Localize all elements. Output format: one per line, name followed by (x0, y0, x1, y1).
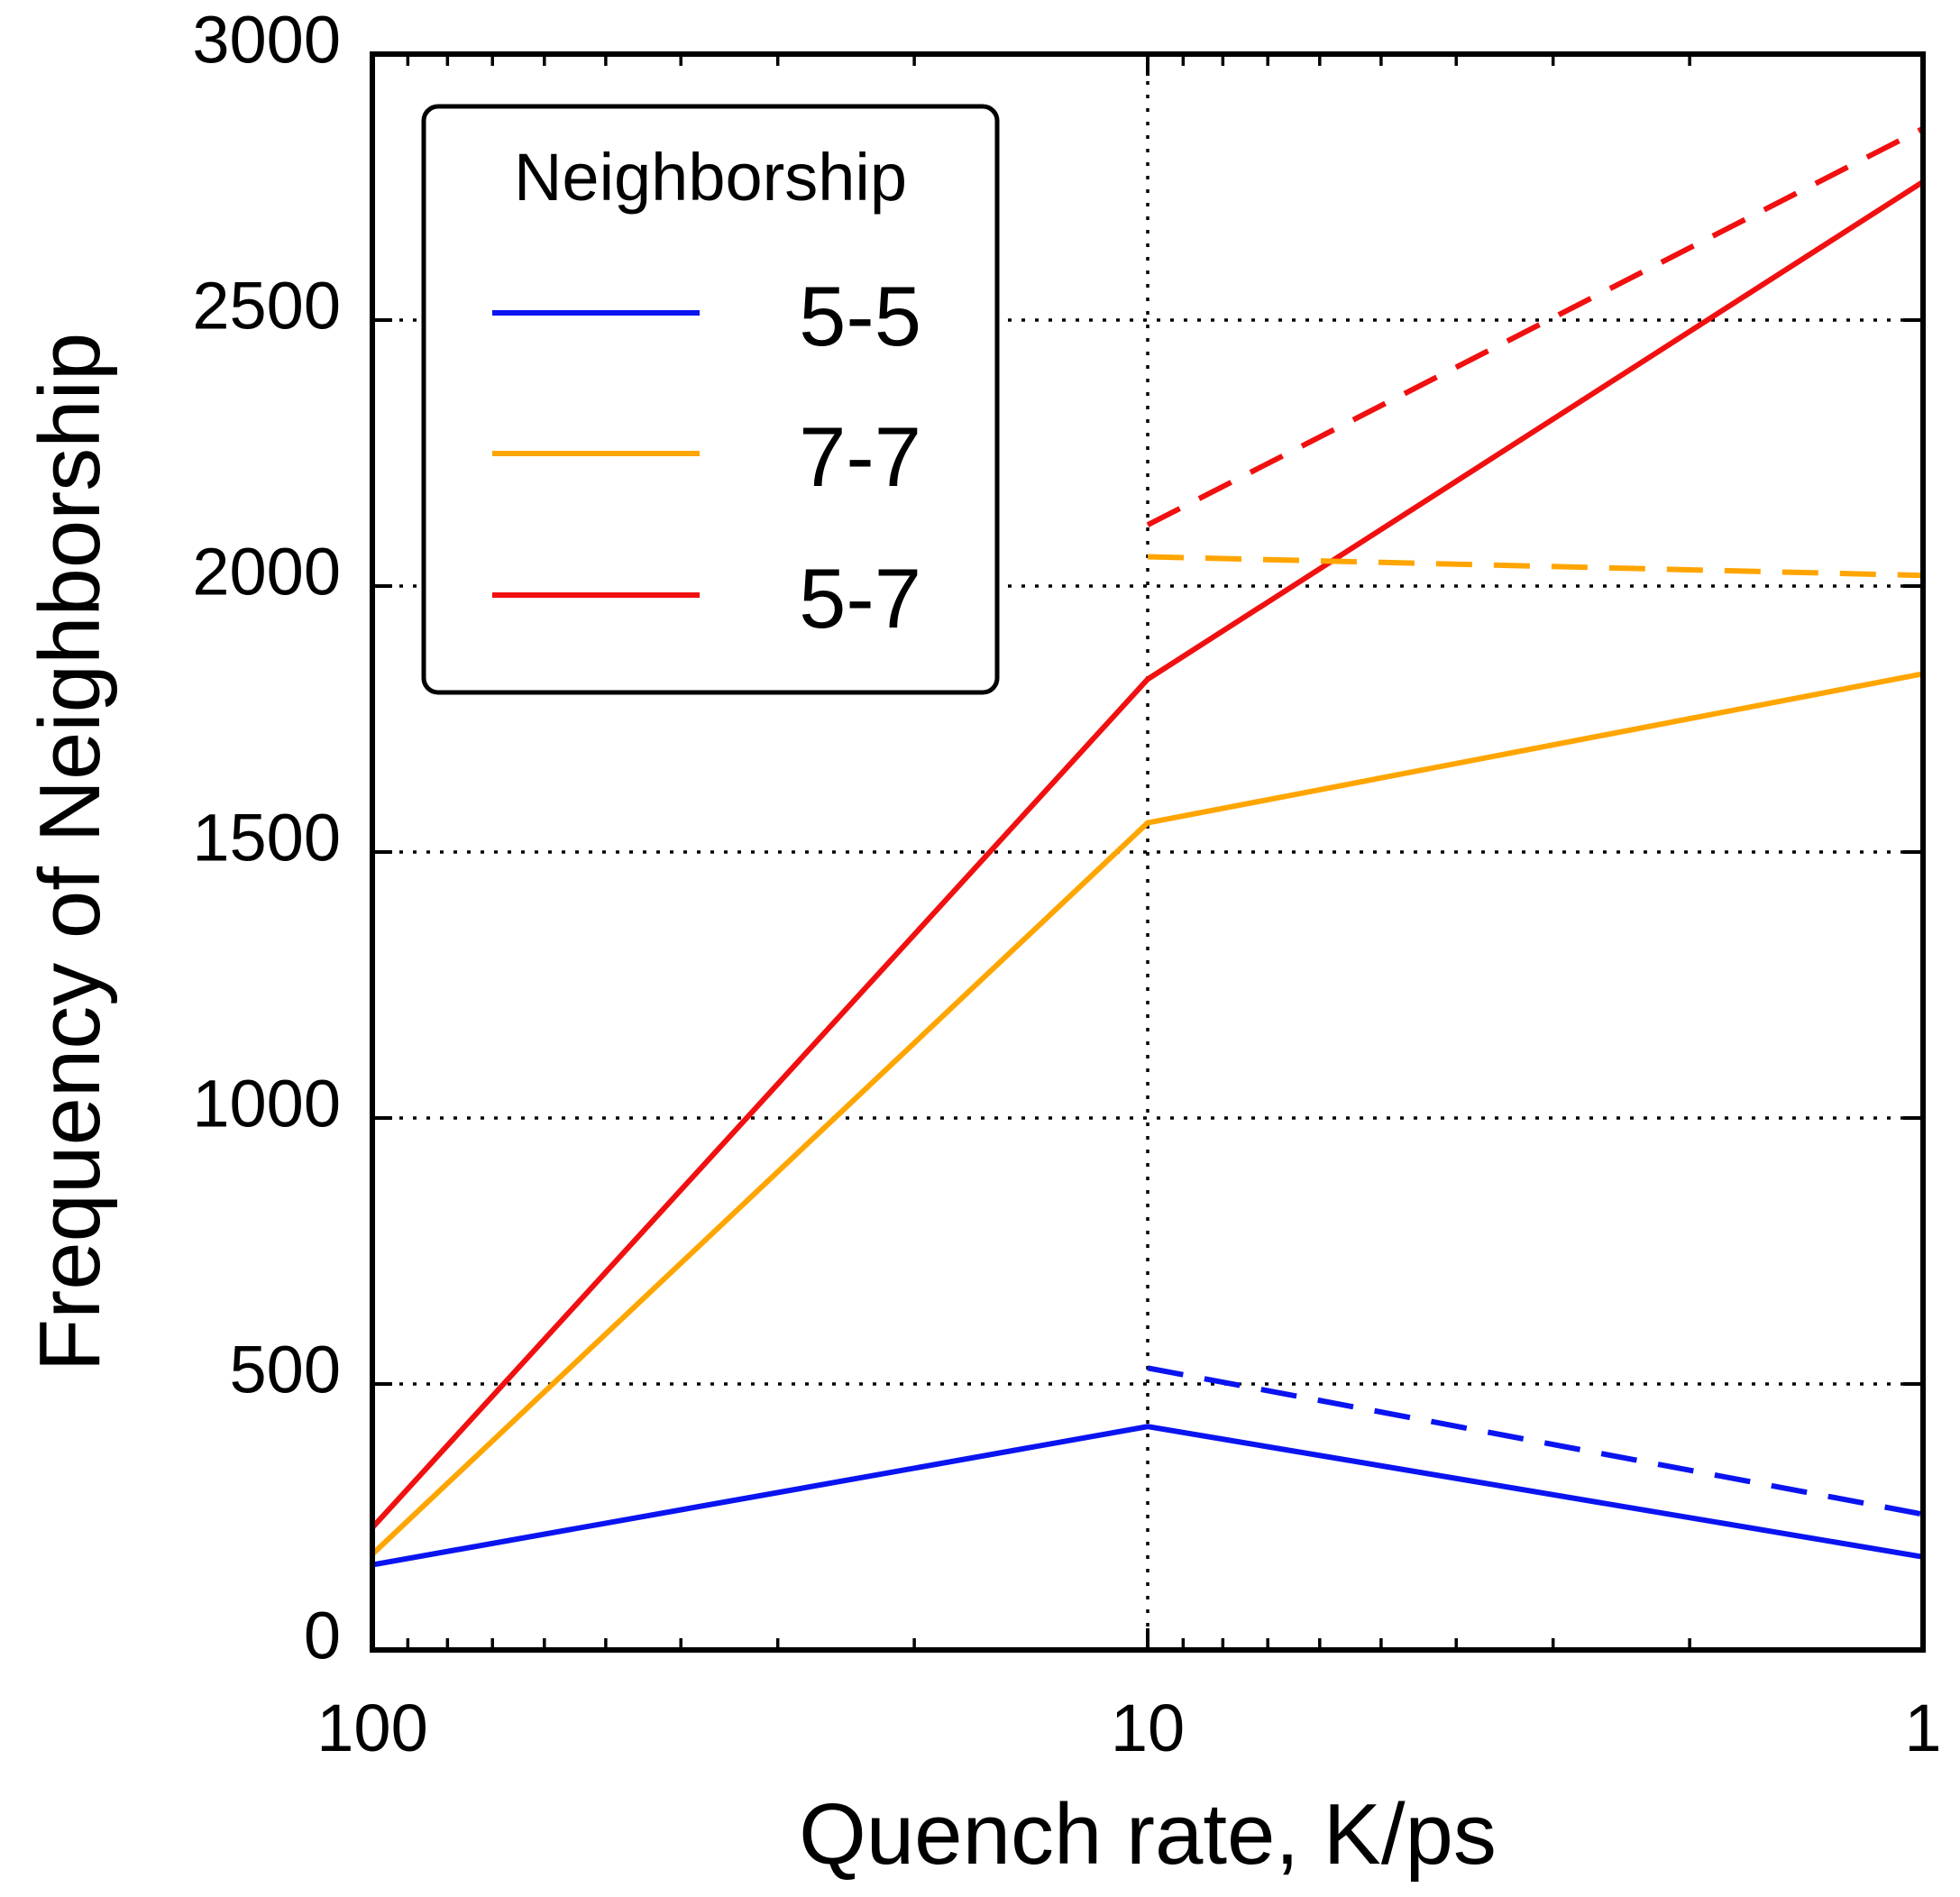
y-tick-label-500: 500 (230, 1333, 341, 1407)
y-tick-label-1000: 1000 (192, 1067, 341, 1141)
x-tick-label-10: 10 (1111, 1691, 1185, 1765)
y-tick-label-2000: 2000 (192, 535, 341, 609)
y-tick-labels: 0 500 1000 1500 2000 2500 3000 (192, 3, 341, 1673)
legend-label-5-5: 5-5 (799, 269, 921, 363)
series-lines (370, 125, 1925, 1568)
series-5-5-dashed-line (1147, 1365, 1924, 1517)
legend-label-5-7: 5-7 (799, 551, 921, 646)
x-tick-label-100: 100 (316, 1691, 427, 1765)
plot-frame (370, 51, 1926, 1653)
y-tick-label-3000: 3000 (192, 3, 341, 78)
y-tick-label-1500: 1500 (192, 801, 341, 875)
legend: Neighborship 5-5 7-7 5-7 (421, 104, 1000, 695)
x-tick-label-1: 1 (1904, 1691, 1941, 1765)
legend-box (421, 104, 1000, 695)
x-tick-labels: 100 10 1 (316, 1691, 1941, 1765)
legend-label-7-7: 7-7 (799, 409, 921, 504)
y-tick-label-0: 0 (304, 1599, 341, 1673)
series-5-5-solid-line (371, 1424, 1924, 1568)
y-tick-label-2500: 2500 (192, 269, 341, 344)
series-5-7-solid-line (370, 179, 1925, 1530)
y-axis-title: Frequency of Neighborship (22, 333, 118, 1372)
legend-title: Neighborship (514, 140, 907, 215)
x-axis-title: Quench rate, K/ps (799, 1786, 1497, 1883)
series-5-7-dashed-line (1146, 125, 1925, 527)
series-7-7-solid-line (370, 671, 1924, 1556)
series-7-7-dashed-line (1147, 554, 1924, 579)
